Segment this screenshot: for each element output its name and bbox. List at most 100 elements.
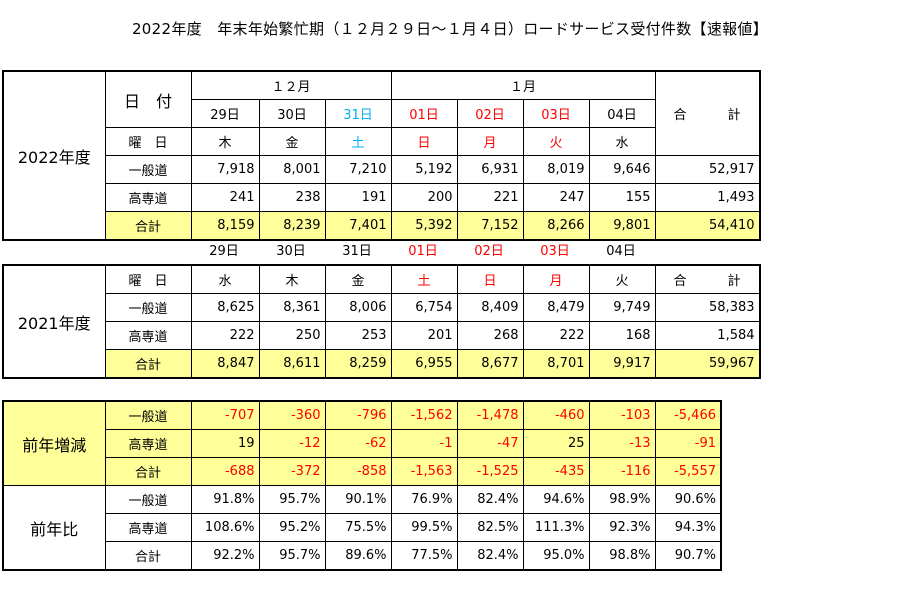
value-cell: 8,479 <box>522 293 590 322</box>
total-header-2022: 合 計 <box>654 70 761 156</box>
value-cell: 221 <box>456 183 524 212</box>
year-label-2022: 2022年度 <box>2 70 106 241</box>
value-cell: 7,401 <box>324 211 392 241</box>
value-cell: 6,931 <box>456 155 524 184</box>
value-cell: 6,754 <box>390 293 458 322</box>
value-cell: -372 <box>258 457 326 486</box>
value-cell: 8,701 <box>522 349 590 379</box>
total-cell: 90.7% <box>654 541 722 571</box>
value-cell: 25 <box>522 429 590 458</box>
value-cell: 89.6% <box>324 541 392 571</box>
value-cell: 250 <box>258 321 326 350</box>
day-header: 04日 <box>588 99 656 128</box>
total-cell: 54,410 <box>654 211 761 241</box>
value-cell: 82.5% <box>456 513 524 542</box>
value-cell: 8,019 <box>522 155 590 184</box>
value-cell: 8,611 <box>258 349 326 379</box>
weekday-cell: 木 <box>258 264 326 294</box>
day-header: 02日 <box>474 244 504 259</box>
value-cell: 92.3% <box>588 513 656 542</box>
row-label: 一般道 <box>104 155 192 184</box>
value-cell: 5,192 <box>390 155 458 184</box>
total-cell: 90.6% <box>654 485 722 514</box>
youbi-label: 曜 日 <box>104 127 192 156</box>
row-label: 合計 <box>104 541 192 571</box>
value-cell: 91.8% <box>190 485 260 514</box>
value-cell: 8,001 <box>258 155 326 184</box>
value-cell: 99.5% <box>390 513 458 542</box>
value-cell: 247 <box>522 183 590 212</box>
value-cell: 8,266 <box>522 211 590 241</box>
total-cell: -5,466 <box>654 400 722 430</box>
weekday-cell: 火 <box>522 127 590 156</box>
diff-label: 前年増減 <box>2 400 106 486</box>
value-cell: 155 <box>588 183 656 212</box>
weekday-cell: 金 <box>324 264 392 294</box>
row-label: 一般道 <box>104 293 192 322</box>
day-header: 30日 <box>258 99 326 128</box>
day-header: 31日 <box>342 244 372 259</box>
value-cell: 95.2% <box>258 513 326 542</box>
value-cell: -707 <box>190 400 260 430</box>
weekday-cell: 水 <box>588 127 656 156</box>
value-cell: 82.4% <box>456 541 524 571</box>
day-header: 01日 <box>408 244 438 259</box>
value-cell: -12 <box>258 429 326 458</box>
row-label: 高専道 <box>104 513 192 542</box>
value-cell: -435 <box>522 457 590 486</box>
value-cell: -1,562 <box>390 400 458 430</box>
value-cell: 95.0% <box>522 541 590 571</box>
value-cell: 108.6% <box>190 513 260 542</box>
weekday-cell: 水 <box>190 264 260 294</box>
value-cell: 77.5% <box>390 541 458 571</box>
day-header: 04日 <box>606 244 636 259</box>
value-cell: 8,361 <box>258 293 326 322</box>
table-row: 高専道 241 238 191 200 221 247 155 1,493 <box>3 183 761 212</box>
value-cell: 94.6% <box>522 485 590 514</box>
table-row: 高専道 19 -12 -62 -1 -47 25 -13 -91 <box>3 429 722 458</box>
value-cell: 7,152 <box>456 211 524 241</box>
value-cell: 7,210 <box>324 155 392 184</box>
day-header: 03日 <box>540 244 570 259</box>
value-cell: 8,239 <box>258 211 326 241</box>
table-2021: 2021年度 曜 日 水 木 金 土 日 月 火 合 計 一般道 8,625 8… <box>2 264 761 379</box>
total-cell: 59,967 <box>654 349 761 379</box>
value-cell: 8,625 <box>190 293 260 322</box>
total-cell: 1,493 <box>654 183 761 212</box>
weekday-cell: 月 <box>522 264 590 294</box>
row-label: 高専道 <box>104 429 192 458</box>
day-header: 30日 <box>276 244 306 259</box>
value-cell: 268 <box>456 321 524 350</box>
value-cell: -47 <box>456 429 524 458</box>
total-cell: -5,557 <box>654 457 722 486</box>
month-jan-header: １月 <box>390 70 656 100</box>
value-cell: 238 <box>258 183 326 212</box>
total-cell: 1,584 <box>654 321 761 350</box>
total-cell: -91 <box>654 429 722 458</box>
day-header: 01日 <box>390 99 458 128</box>
value-cell: -1,563 <box>390 457 458 486</box>
weekday-cell: 火 <box>588 264 656 294</box>
value-cell: 9,646 <box>588 155 656 184</box>
row-label: 合計 <box>104 457 192 486</box>
value-cell: 19 <box>190 429 260 458</box>
weekday-cell: 金 <box>258 127 326 156</box>
total-cell: 58,383 <box>654 293 761 322</box>
value-cell: 9,801 <box>588 211 656 241</box>
value-cell: -1,478 <box>456 400 524 430</box>
table-row: 合計 8,159 8,239 7,401 5,392 7,152 8,266 9… <box>3 211 761 241</box>
value-cell: 76.9% <box>390 485 458 514</box>
value-cell: -1,525 <box>456 457 524 486</box>
table-row: 合計 8,847 8,611 8,259 6,955 8,677 8,701 9… <box>3 349 761 379</box>
day-header: 31日 <box>324 99 392 128</box>
table-row: 高専道 108.6% 95.2% 75.5% 99.5% 82.5% 111.3… <box>3 513 722 542</box>
table-row: 前年増減 一般道 -707 -360 -796 -1,562 -1,478 -4… <box>2 400 722 486</box>
weekday-cell: 月 <box>456 127 524 156</box>
value-cell: 200 <box>390 183 458 212</box>
row-label: 一般道 <box>104 485 192 514</box>
year-label-2021: 2021年度 <box>2 264 106 379</box>
table-row: 一般道 7,918 8,001 7,210 5,192 6,931 8,019 … <box>3 155 761 184</box>
ratio-label: 前年比 <box>2 485 106 571</box>
weekday-cell: 木 <box>190 127 260 156</box>
month-dec-header: １２月 <box>190 70 392 100</box>
